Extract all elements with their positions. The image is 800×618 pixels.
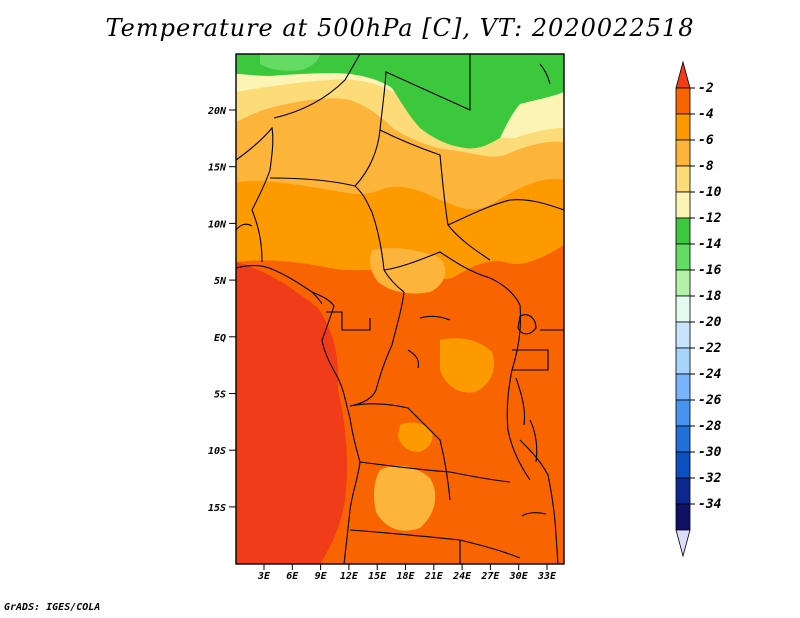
colorbar-swatch (675, 373, 691, 401)
colorbar-swatch (675, 217, 691, 245)
border-angola-zambia (359, 461, 511, 483)
colorbar-swatch (675, 191, 691, 219)
colorbar-label: -6 (698, 133, 714, 148)
coastline-guinea (236, 223, 253, 231)
field-red-west (236, 262, 348, 564)
border-niger-chad-libya (354, 54, 471, 187)
lake-victoria (517, 314, 537, 335)
colorbar-swatch (675, 503, 691, 531)
lon-tick-label: 12E (340, 571, 359, 582)
colorbar-swatch (675, 243, 691, 271)
border-uganda-kenya (512, 349, 549, 371)
lon-tick-label: 9E (315, 571, 328, 582)
lon-tick-label: 27E (480, 571, 500, 582)
border-benin (251, 209, 263, 263)
lake-kariba (521, 512, 547, 517)
border-mali-burkina (236, 126, 274, 211)
colorbar: -2 -4 -6 -8 -10 -12 -14 -16 -18 -20 -22 -24 -26 -28 -3… (675, 60, 722, 558)
field-orange-patch-congo (440, 338, 495, 393)
lon-tick-label: 30E (509, 571, 529, 582)
colorbar-label: -24 (698, 367, 722, 382)
colorbar-swatch (675, 139, 691, 167)
lat-tick-label: 5S (214, 390, 226, 401)
lon-tick-label: 3E (257, 571, 271, 582)
colorbar-label: -4 (698, 107, 714, 122)
field-light-orange-patch-zambia (373, 465, 436, 531)
field-orange-patch-angola (398, 422, 433, 452)
lon-tick-label: 18E (396, 571, 415, 582)
lat-tick-label: 15S (208, 503, 226, 514)
colorbar-swatch (675, 451, 691, 479)
temperature-field (236, 54, 564, 564)
lat-tick-label: 15N (208, 163, 227, 174)
colorbar-swatch (675, 321, 691, 349)
lat-tick-label: EQ (214, 333, 226, 344)
border-sudan-ethiopia (447, 199, 564, 226)
colorbar-swatch (675, 113, 691, 141)
colorbar-label: -8 (698, 159, 714, 174)
lon-tick-label: 15E (368, 571, 387, 582)
grads-credit: GrADS: IGES/COLA (4, 602, 101, 613)
colorbar-label: -22 (698, 341, 722, 356)
border-equatorial-guinea-gabon (326, 311, 371, 331)
colorbar-bottom-arrow (675, 529, 691, 558)
lat-tick-label: 5N (214, 276, 227, 287)
colorbar-label: -20 (698, 315, 722, 330)
colorbar-label: -16 (698, 263, 722, 278)
lat-tick-label: 10N (208, 219, 227, 230)
border-drc-angola (349, 403, 451, 501)
border-niger-nigeria (269, 177, 373, 213)
island-bioko (311, 291, 323, 305)
colorbar-label: -14 (698, 237, 722, 252)
longitude-axis: 3E 6E 9E 12E 15E 18E 21E 24E 27E 30E 33E (257, 564, 557, 582)
colorbar-label: -34 (698, 497, 722, 512)
lat-tick-label: 20N (207, 106, 227, 117)
colorbar-label: -18 (698, 289, 722, 304)
field-light-orange-patch-car (370, 247, 446, 294)
field-green-north (236, 54, 564, 149)
field-orange-patch-nigeria (272, 187, 360, 250)
colorbar-label: -2 (698, 81, 714, 96)
colorbar-swatch (675, 477, 691, 505)
latitude-axis: 20N 15N 10N 5N EQ 5S 10S 15S (207, 106, 236, 514)
colorbar-swatch (675, 425, 691, 453)
coastline-west-africa (236, 265, 361, 564)
border-mozambique (519, 439, 559, 564)
colorbar-swatch (675, 347, 691, 375)
colorbar-label: -26 (698, 393, 722, 408)
colorbar-label: -32 (698, 471, 722, 486)
country-borders (236, 54, 564, 564)
colorbar-label: -28 (698, 419, 722, 434)
field-orange-patch-east (498, 197, 564, 248)
colorbar-swatch (675, 165, 691, 193)
lake-tanganyika-malawi (515, 377, 538, 463)
coastline-red-sea (539, 63, 551, 85)
field-light-green-patch (260, 54, 320, 71)
border-car (383, 251, 521, 306)
lon-tick-label: 6E (286, 571, 299, 582)
river-congo (407, 315, 451, 369)
field-light-orange-patch-west (236, 138, 276, 178)
colorbar-swatch (675, 399, 691, 427)
colorbar-label: -12 (698, 211, 722, 226)
colorbar-label: -30 (698, 445, 722, 460)
lon-tick-label: 21E (424, 571, 444, 582)
colorbar-label: -10 (698, 185, 722, 200)
lon-tick-label: 24E (452, 571, 472, 582)
colorbar-swatch (675, 269, 691, 297)
border-congo-gabon (349, 291, 405, 407)
border-chad-sudan (379, 129, 491, 261)
lon-tick-label: 33E (537, 571, 557, 582)
map-frame (235, 53, 565, 565)
border-drc-east (506, 304, 531, 481)
colorbar-swatch (675, 87, 691, 115)
lat-tick-label: 10S (208, 446, 226, 457)
colorbar-swatch (675, 295, 691, 323)
colorbar-top-arrow (675, 60, 691, 89)
border-namibia-botswana (349, 529, 521, 559)
map-title: Temperature at 500hPa [C], VT: 202002251… (105, 14, 695, 42)
border-algeria-mali (273, 54, 361, 119)
